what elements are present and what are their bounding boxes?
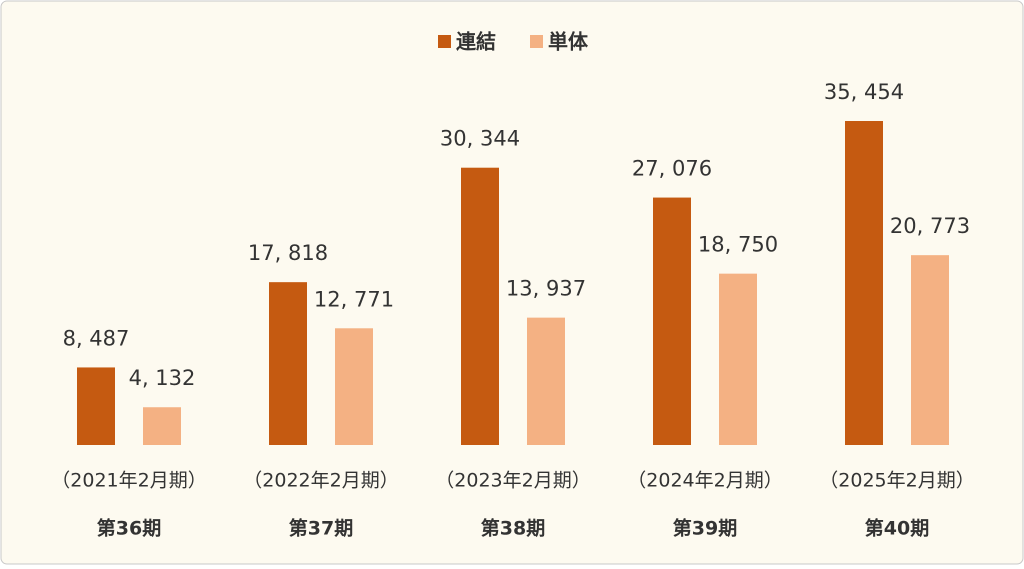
period-label: （2023年2月期） — [435, 470, 590, 492]
value-label: 8, 487 — [63, 326, 130, 350]
value-label: 35, 454 — [824, 80, 904, 104]
value-label: 12, 771 — [314, 287, 394, 311]
value-label: 20, 773 — [890, 214, 970, 238]
bar — [845, 121, 883, 445]
period-label: （2021年2月期） — [51, 470, 206, 492]
value-label: 30, 344 — [440, 127, 520, 151]
legend-swatch — [530, 35, 543, 48]
bar — [527, 317, 565, 445]
value-label: 13, 937 — [506, 277, 586, 301]
bar — [269, 282, 307, 445]
bar — [719, 273, 757, 445]
legend-swatch — [438, 35, 451, 48]
category-label: 第38期 — [481, 517, 545, 540]
period-label: （2024年2月期） — [627, 470, 782, 492]
period-label: （2025年2月期） — [819, 470, 974, 492]
bar — [77, 367, 115, 445]
category-label: 第37期 — [289, 517, 353, 540]
legend-label: 単体 — [548, 30, 589, 54]
legend-label: 連結 — [456, 30, 496, 54]
category-label: 第36期 — [97, 517, 161, 540]
value-label: 4, 132 — [129, 366, 196, 390]
category-label: 第39期 — [673, 517, 737, 540]
value-label: 17, 818 — [248, 241, 328, 265]
bar — [911, 255, 949, 445]
bar — [335, 328, 373, 445]
value-label: 27, 076 — [632, 157, 712, 181]
bar — [461, 167, 499, 446]
value-label: 18, 750 — [698, 233, 778, 257]
bar — [653, 197, 691, 445]
period-label: （2022年2月期） — [243, 470, 398, 492]
category-label: 第40期 — [865, 517, 929, 540]
bar — [143, 407, 181, 445]
